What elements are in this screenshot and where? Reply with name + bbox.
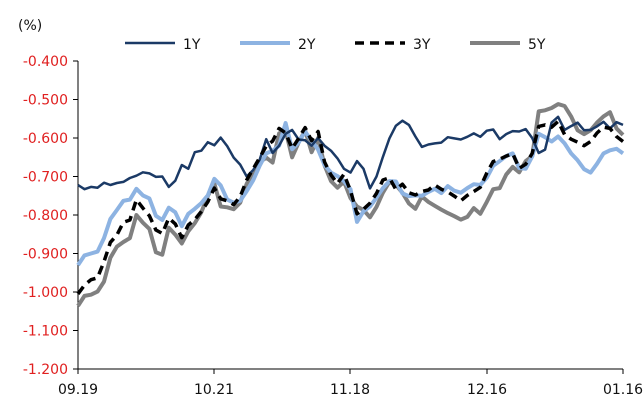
y-tick-label: -0.800 xyxy=(23,208,68,224)
x-tick-label: 01.16 xyxy=(603,382,643,398)
legend: 1Y 2Y 3Y 5Y xyxy=(125,37,546,53)
y-tick-label: -1.100 xyxy=(23,324,68,340)
legend-label-1y: 1Y xyxy=(183,37,201,53)
legend-label-2y: 2Y xyxy=(298,37,316,53)
x-tick-label: 12.16 xyxy=(467,382,507,398)
y-tick-label: -0.500 xyxy=(23,93,68,109)
legend-label-3y: 3Y xyxy=(413,37,431,53)
axes: -0.400 -0.500 -0.600 -0.700 -0.800 -0.900 -1.0… xyxy=(23,54,643,398)
y-tick-label: -1.000 xyxy=(23,285,68,301)
unit-label: (%) xyxy=(18,18,42,34)
y-tick-label: -0.400 xyxy=(23,54,68,70)
x-tick-label: 09.19 xyxy=(58,382,98,398)
y-tick-label: -0.600 xyxy=(23,131,68,147)
y-tick-label: -1.200 xyxy=(23,362,68,378)
series-line-3y xyxy=(76,119,625,295)
legend-label-5y: 5Y xyxy=(528,37,546,53)
y-tick-label: -0.700 xyxy=(23,170,68,186)
y-tick-label: -0.900 xyxy=(23,247,68,263)
x-tick-label: 11.18 xyxy=(330,382,370,398)
series-line-1y xyxy=(77,115,624,191)
series-group xyxy=(76,102,625,307)
x-tick-label: 10.21 xyxy=(194,382,234,398)
